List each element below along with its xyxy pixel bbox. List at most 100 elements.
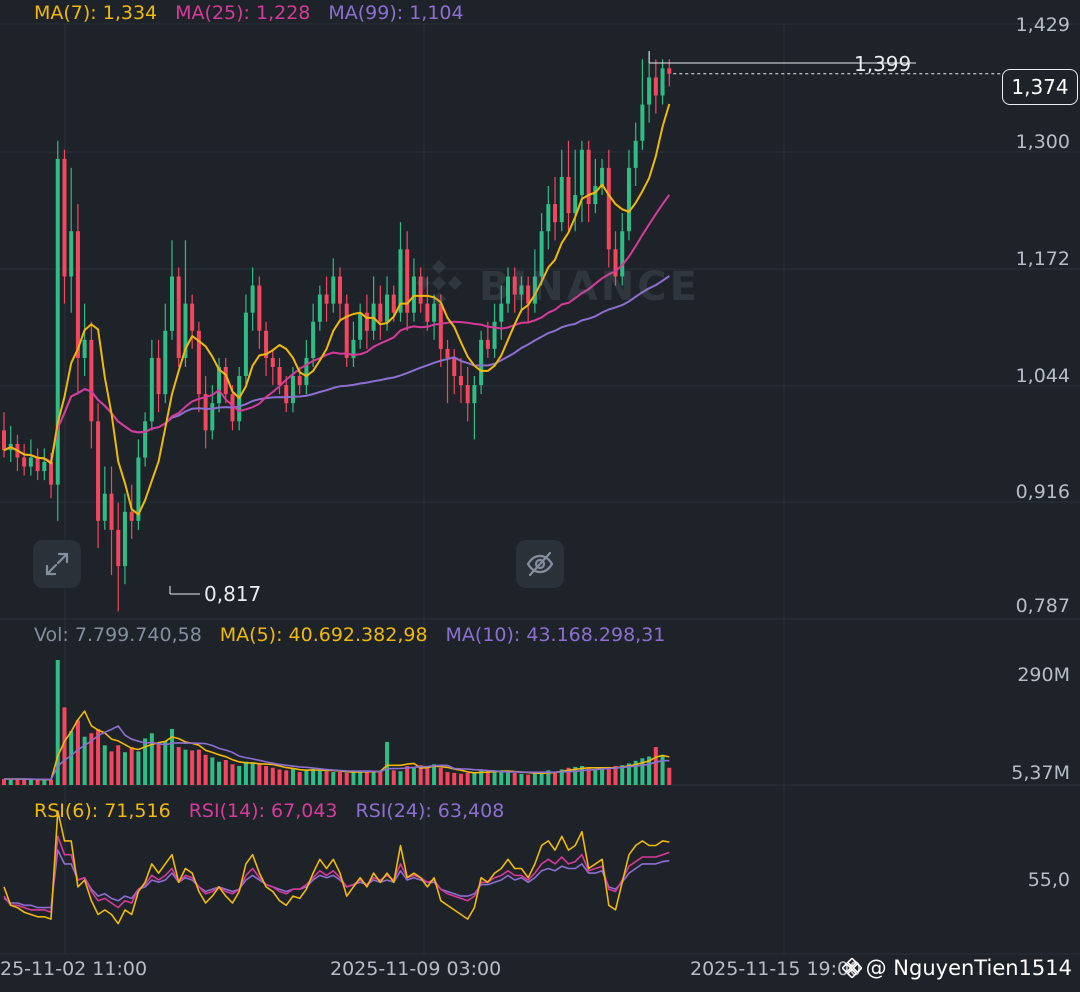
- candle-body: [210, 403, 215, 431]
- volume-bar: [96, 728, 101, 785]
- volume-bar: [69, 731, 74, 785]
- volume-bar: [364, 771, 369, 785]
- candle-body: [445, 348, 450, 358]
- low-price-label: 0,817: [204, 582, 262, 606]
- candle-body: [411, 276, 416, 313]
- candle-body: [546, 204, 551, 232]
- hide-indicators-button[interactable]: [516, 540, 564, 588]
- volume-bar: [458, 773, 463, 785]
- time-tick: 25-11-02 11:00: [0, 958, 148, 980]
- volume-bar: [2, 778, 6, 785]
- rsi6-line: [3, 810, 670, 925]
- candle-body: [28, 457, 33, 467]
- volume-bar: [290, 768, 295, 785]
- price-tick: 1,429: [1015, 14, 1070, 36]
- volume-bar: [62, 707, 67, 785]
- volume-bar: [183, 749, 188, 785]
- volume-label: Vol: 7.799.740,58: [34, 624, 202, 646]
- candle-body: [647, 77, 652, 105]
- candle-body: [264, 330, 269, 358]
- candle-body: [42, 462, 47, 472]
- volume-bar: [257, 764, 262, 785]
- volume-bar: [546, 770, 551, 785]
- volume-ma10-label: MA(10): 43.168.298,31: [445, 624, 666, 646]
- candle-body: [633, 140, 638, 168]
- author-watermark: @ NguyenTien1514: [840, 956, 1072, 980]
- candle-body: [196, 330, 201, 395]
- volume-bar: [559, 769, 564, 785]
- volume-bar: [270, 767, 275, 785]
- candle-body: [553, 204, 558, 223]
- candle-body: [385, 294, 390, 322]
- volume-bar: [526, 774, 531, 785]
- candle-body: [438, 303, 443, 349]
- candle-body: [203, 394, 208, 431]
- candle-body: [136, 457, 141, 521]
- volume-bar: [116, 745, 121, 785]
- volume-bar: [425, 767, 430, 785]
- volume-bar: [452, 772, 457, 785]
- candle-body: [559, 176, 564, 223]
- candle-body: [62, 158, 67, 277]
- candle-body: [297, 376, 302, 386]
- candle-body: [405, 249, 410, 313]
- candle-body: [122, 511, 127, 567]
- candle-body: [512, 276, 517, 295]
- volume-legend: Vol: 7.799.740,58 MA(5): 40.692.382,98 MA(…: [34, 624, 683, 646]
- candle-body: [566, 176, 571, 214]
- candle-body: [620, 231, 625, 277]
- candle-body: [539, 231, 544, 277]
- candle-body: [96, 421, 101, 521]
- candle-body: [69, 231, 74, 277]
- candle-body: [223, 366, 228, 395]
- candle-body: [378, 303, 383, 322]
- candle-body: [270, 357, 275, 367]
- candle-body: [129, 511, 134, 521]
- volume-bar: [15, 778, 20, 785]
- volume-bar: [237, 766, 242, 785]
- expand-button[interactable]: [33, 540, 81, 588]
- candle-body: [391, 294, 396, 313]
- volume-bar: [250, 762, 255, 785]
- candle-body: [82, 339, 87, 358]
- candle-body: [506, 276, 510, 304]
- volume-bar: [143, 738, 148, 785]
- candle-body: [102, 493, 107, 521]
- ma99-label: MA(99): 1,104: [328, 2, 464, 24]
- candle-body: [284, 385, 289, 404]
- price-tick: 1,172: [1015, 248, 1070, 270]
- candle-body: [109, 493, 114, 530]
- candle-body: [190, 303, 195, 331]
- volume-bar: [277, 769, 282, 785]
- volume-bar: [22, 779, 27, 785]
- candle-body: [317, 294, 322, 322]
- candle-body: [217, 366, 222, 404]
- price-tick: 0,916: [1015, 481, 1070, 503]
- volume-bar: [55, 660, 60, 785]
- ma7-line: [3, 103, 671, 516]
- candle-body: [418, 276, 423, 304]
- volume-bar: [472, 772, 477, 785]
- candle-body: [573, 195, 578, 214]
- price-tick: 0,787: [1015, 595, 1070, 617]
- volume-bar: [102, 745, 107, 785]
- candle-body: [613, 249, 618, 277]
- time-tick: 2025-11-15 19:00: [690, 958, 862, 980]
- candle-body: [425, 303, 430, 322]
- candle-body: [452, 357, 457, 377]
- candle-body: [55, 158, 60, 485]
- candle-body: [35, 457, 40, 472]
- rsi-legend: RSI(6): 71,516 RSI(14): 67,043 RSI(24): 63…: [34, 800, 522, 822]
- candle-body: [257, 285, 262, 331]
- volume-bar: [297, 772, 302, 785]
- volume-bar: [351, 772, 356, 785]
- volume-bar: [411, 767, 416, 785]
- volume-bar: [633, 760, 638, 785]
- candle-body: [290, 376, 295, 404]
- volume-bar: [385, 741, 390, 785]
- volume-bar: [122, 752, 127, 785]
- volume-bar: [230, 764, 235, 785]
- candle-body: [432, 303, 437, 322]
- volume-bar: [667, 767, 672, 785]
